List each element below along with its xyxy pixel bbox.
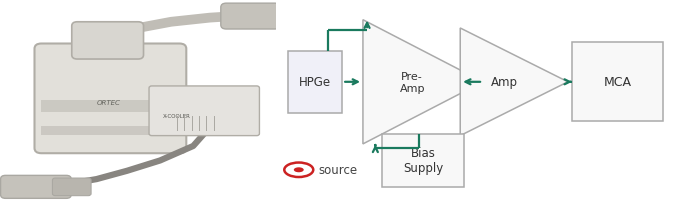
FancyBboxPatch shape [72, 23, 144, 60]
FancyBboxPatch shape [382, 134, 464, 187]
Text: ORTEC: ORTEC [97, 100, 121, 106]
Text: Pre-
Amp: Pre- Amp [400, 72, 425, 93]
FancyBboxPatch shape [41, 101, 179, 112]
Text: MCA: MCA [604, 76, 631, 89]
Polygon shape [460, 29, 568, 136]
FancyBboxPatch shape [572, 43, 663, 122]
FancyBboxPatch shape [34, 44, 186, 153]
FancyBboxPatch shape [221, 4, 280, 30]
Text: HPGe: HPGe [299, 76, 331, 89]
Text: Amp: Amp [491, 76, 518, 89]
Circle shape [294, 167, 304, 172]
FancyBboxPatch shape [149, 87, 259, 136]
Text: Bias
Supply: Bias Supply [403, 147, 443, 175]
Polygon shape [363, 21, 483, 144]
FancyBboxPatch shape [52, 178, 91, 196]
Text: X-COOLER: X-COOLER [163, 114, 190, 119]
FancyBboxPatch shape [288, 52, 342, 113]
FancyBboxPatch shape [41, 127, 179, 135]
FancyBboxPatch shape [1, 176, 71, 198]
Text: source: source [319, 164, 358, 176]
